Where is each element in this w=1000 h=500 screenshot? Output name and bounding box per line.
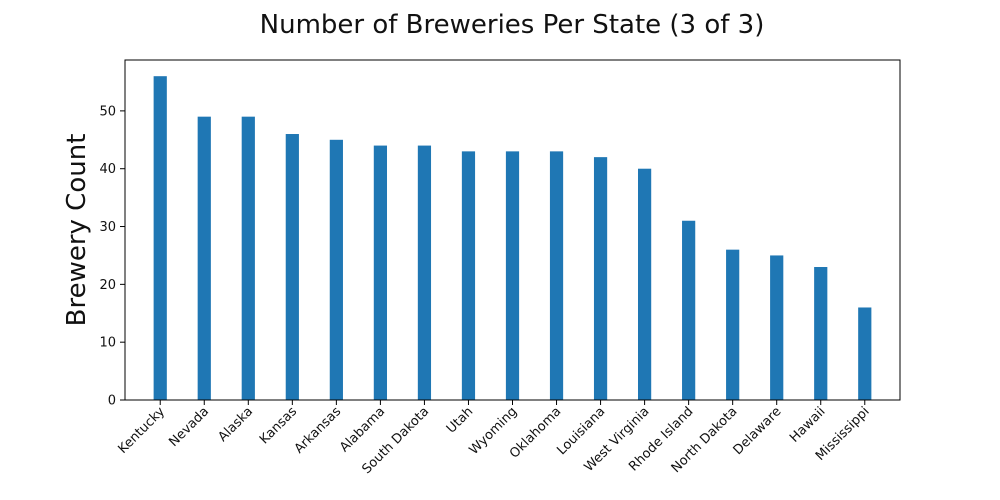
chart-title: Number of Breweries Per State (3 of 3) <box>260 10 765 40</box>
bar-utah <box>461 151 476 400</box>
plot-area-frame <box>124 59 901 401</box>
bar-north-dakota <box>726 249 740 400</box>
x-tick-label: Hawaii <box>787 404 828 445</box>
bar-wyoming <box>505 151 520 400</box>
bar-west-virginia <box>637 168 652 400</box>
x-tick-label: Nevada <box>166 404 212 450</box>
x-tick-label: Kentucky <box>115 404 168 457</box>
bar-south-dakota <box>417 145 432 400</box>
y-tick-label: 30 <box>99 220 116 235</box>
bar-alaska <box>241 116 255 401</box>
x-tick-label: Utah <box>444 404 476 436</box>
bar-alabama <box>373 145 388 400</box>
bar-delaware <box>770 255 784 400</box>
bar-nevada <box>197 116 211 401</box>
x-tick-label: Alaska <box>215 404 256 445</box>
y-tick-label: 20 <box>99 278 116 293</box>
x-tick-label: Kansas <box>257 404 300 447</box>
bar-rhode-island <box>682 220 696 400</box>
bars-group <box>153 76 872 401</box>
y-axis-ticks: 0 10 20 30 40 50 <box>99 104 125 409</box>
bar-louisiana <box>593 157 608 400</box>
bar-mississippi <box>858 307 872 400</box>
y-tick-label: 40 <box>99 162 116 177</box>
y-tick-label: 0 <box>108 394 116 409</box>
x-tick-label: Delaware <box>731 404 785 458</box>
bar-arkansas <box>329 139 343 401</box>
bar-oklahoma <box>549 151 564 400</box>
bar-hawaii <box>814 267 828 400</box>
y-tick-label: 10 <box>99 336 116 351</box>
x-tick-label: Arkansas <box>292 404 345 457</box>
y-tick-label: 50 <box>99 104 116 119</box>
y-axis-label: Brewery Count <box>62 134 92 327</box>
bar-kentucky <box>153 76 167 400</box>
bar-kansas <box>285 134 299 400</box>
